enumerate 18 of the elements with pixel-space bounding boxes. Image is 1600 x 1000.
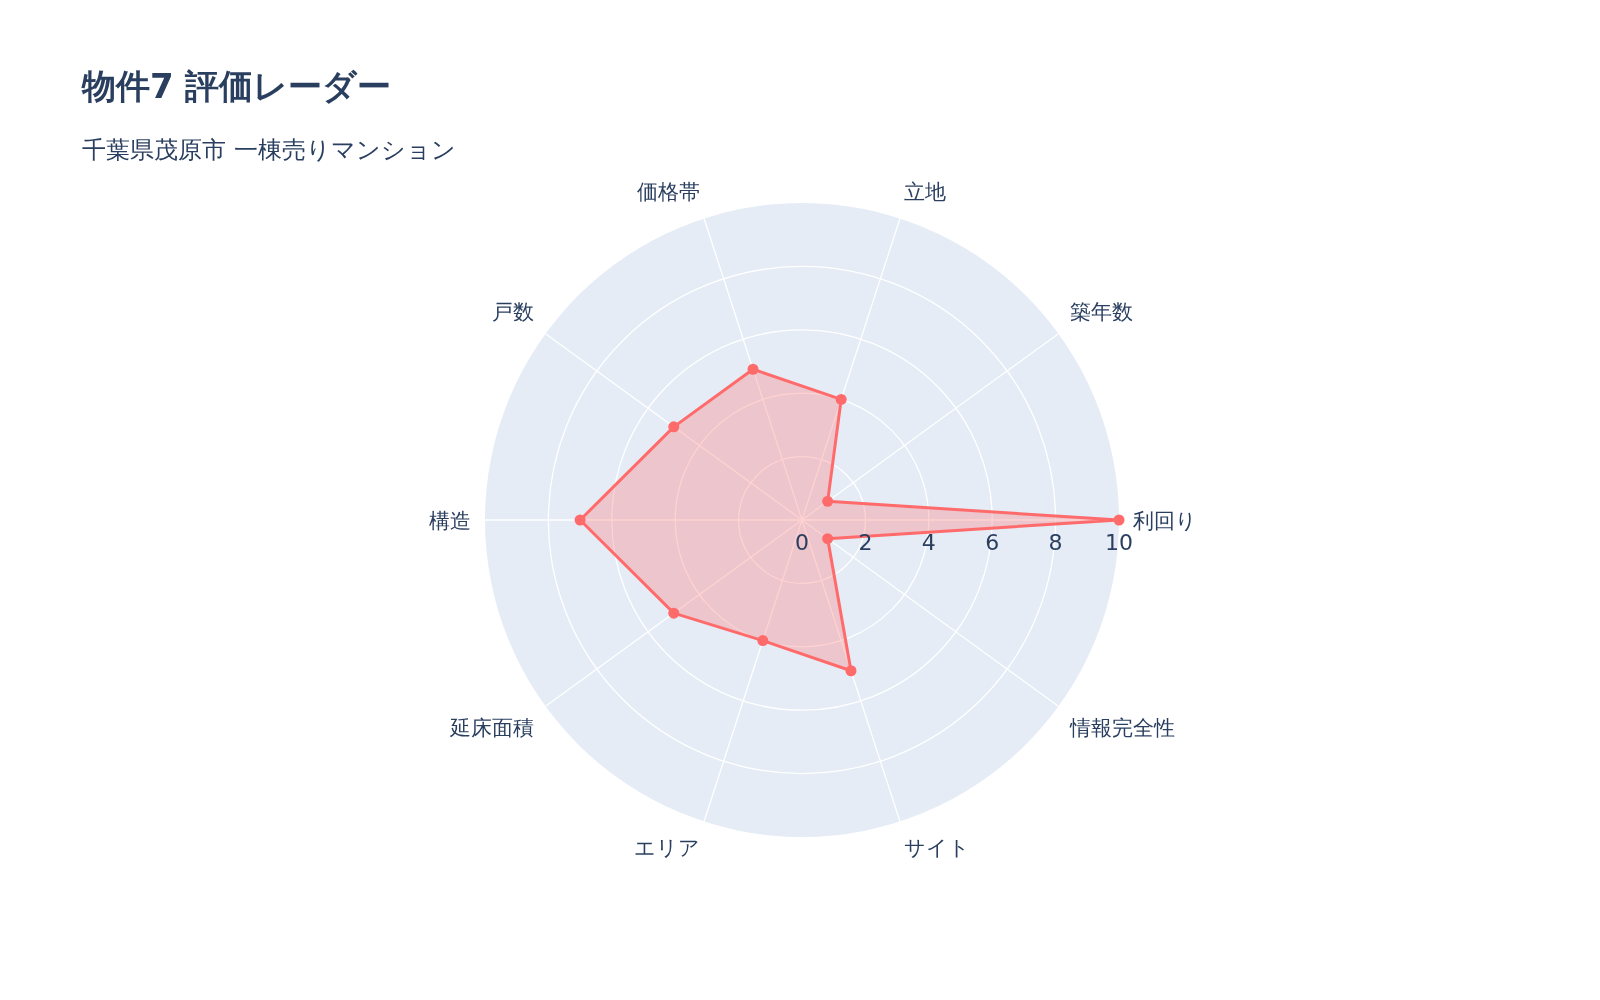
spoke-label: 利回り [1133, 509, 1197, 533]
spoke-label: 延床面積 [449, 715, 535, 740]
y-tick-label: 10 [1105, 530, 1133, 555]
y-tick-label: 6 [985, 530, 1000, 555]
spoke-label: サイト [904, 835, 971, 860]
spoke-label: 価格帯 [636, 180, 700, 205]
spoke-label: 戸数 [492, 300, 535, 325]
y-tick-label: 0 [795, 530, 809, 555]
spoke-label: 構造 [429, 509, 471, 533]
spoke-label: 築年数 [1069, 300, 1133, 325]
y-tick-label: 8 [1048, 530, 1063, 555]
spoke-label: 情報完全性 [1068, 715, 1175, 740]
chart-title: 物件7 評価レーダー [81, 66, 392, 106]
chart-subtitle: 千葉県茂原市 一棟売りマンション [82, 136, 456, 164]
spoke-label: エリア [633, 835, 700, 860]
y-tick-label: 2 [858, 530, 873, 555]
spoke-label: 立地 [904, 180, 947, 205]
y-tick-label: 4 [921, 530, 936, 555]
